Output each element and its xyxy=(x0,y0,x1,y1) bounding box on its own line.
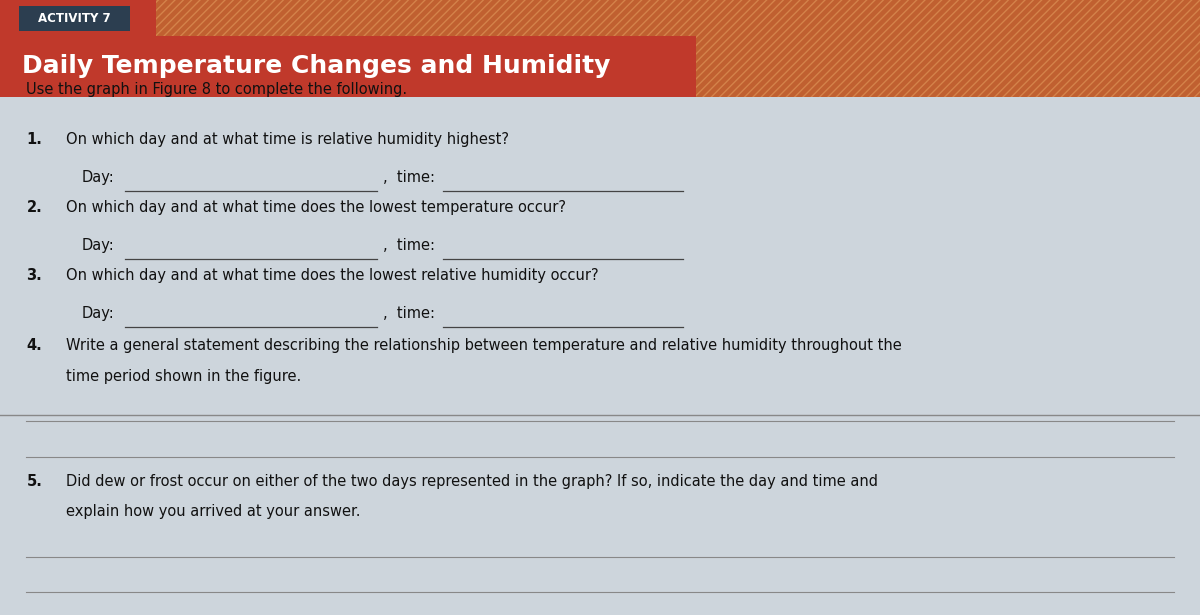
Text: Daily Temperature Changes and Humidity: Daily Temperature Changes and Humidity xyxy=(22,54,610,79)
Text: Write a general statement describing the relationship between temperature and re: Write a general statement describing the… xyxy=(66,338,901,353)
Text: 5.: 5. xyxy=(26,474,42,488)
Text: Day:: Day: xyxy=(82,238,114,253)
Text: Day:: Day: xyxy=(82,306,114,320)
Text: 2.: 2. xyxy=(26,200,42,215)
Text: ,  time:: , time: xyxy=(383,306,434,320)
Bar xyxy=(696,36,1200,97)
Bar xyxy=(156,0,1200,36)
Text: On which day and at what time is relative humidity highest?: On which day and at what time is relativ… xyxy=(66,132,509,147)
Text: On which day and at what time does the lowest relative humidity occur?: On which day and at what time does the l… xyxy=(66,268,599,282)
Text: 3.: 3. xyxy=(26,268,42,282)
Text: time period shown in the figure.: time period shown in the figure. xyxy=(66,369,301,384)
Bar xyxy=(19,6,130,31)
Text: 1.: 1. xyxy=(26,132,42,147)
Text: Day:: Day: xyxy=(82,170,114,185)
Text: ACTIVITY 7: ACTIVITY 7 xyxy=(38,12,110,25)
Bar xyxy=(0,0,1200,97)
Text: ,  time:: , time: xyxy=(383,170,434,185)
Text: 4.: 4. xyxy=(26,338,42,353)
Text: ,  time:: , time: xyxy=(383,238,434,253)
Text: Did dew or frost occur on either of the two days represented in the graph? If so: Did dew or frost occur on either of the … xyxy=(66,474,878,488)
Text: explain how you arrived at your answer.: explain how you arrived at your answer. xyxy=(66,504,360,519)
Text: On which day and at what time does the lowest temperature occur?: On which day and at what time does the l… xyxy=(66,200,566,215)
Text: Use the graph in Figure 8 to complete the following.: Use the graph in Figure 8 to complete th… xyxy=(26,82,408,97)
